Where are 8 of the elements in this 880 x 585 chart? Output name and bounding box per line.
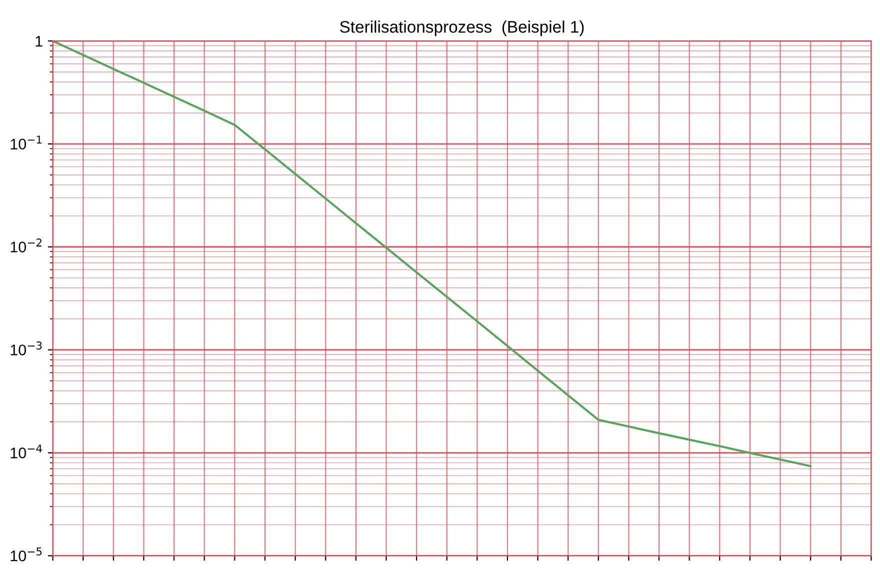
line-series — [52, 40, 812, 468]
chart-title: Sterilisationsprozess (Beispiel 1) — [340, 20, 584, 36]
y-tick-label: 10$^{−3}$ — [10, 341, 42, 356]
y-tick-label: 1 — [36, 36, 42, 46]
y-tick-label: 10$^{−1}$ — [10, 136, 42, 150]
y-tick-label: 10$^{−5}$ — [10, 548, 42, 562]
y-tick-label: 10$^{−2}$ — [10, 238, 42, 252]
y-tick-label: 10$^{−4}$ — [10, 444, 42, 458]
